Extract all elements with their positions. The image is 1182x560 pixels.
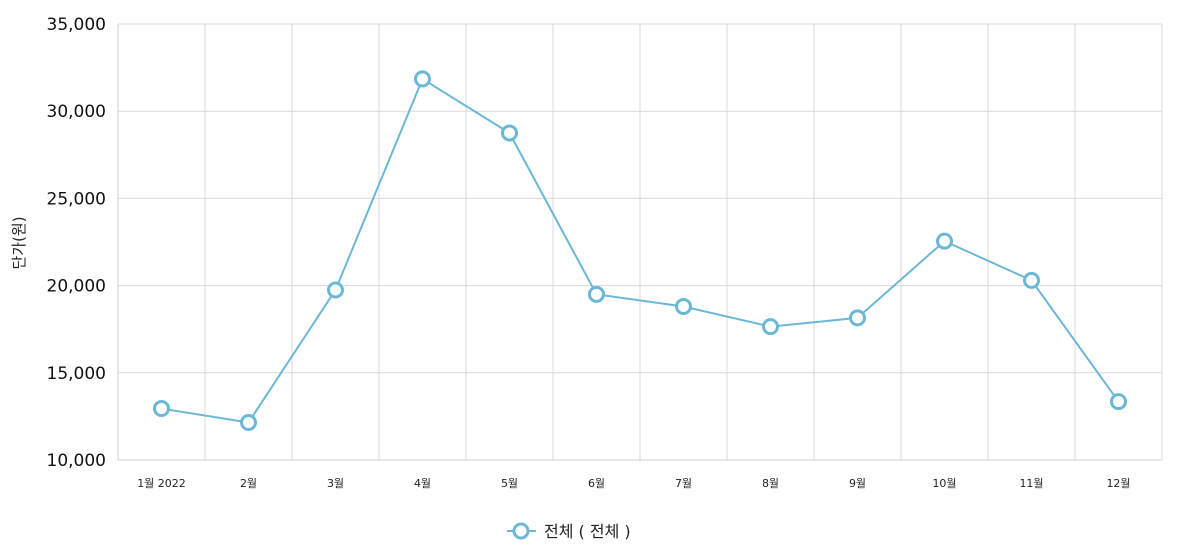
data-point[interactable]: 1월 2022: 12950 xyxy=(153,400,170,418)
x-tick-label: 7월 xyxy=(675,477,692,490)
x-tick-label: 11월 xyxy=(1019,477,1043,490)
axes: 10,000 15,000 20,000 25,000 30,000 35,000 1월 2… xyxy=(47,15,1162,490)
y-tick-label: 35,000 xyxy=(47,15,106,35)
data-point[interactable]: 3월: 19750 xyxy=(327,281,344,299)
legend-label: 전체 ( 전체 ) xyxy=(544,522,631,541)
series-layer: 1월 2022: 12950 2월: 12150 3월: 19750 4월: 3185… xyxy=(153,70,1127,432)
x-tick-label: 2월 xyxy=(240,477,257,490)
series-line xyxy=(161,77,1120,424)
x-tick-label: 1월 2022 xyxy=(137,477,186,490)
x-tick-label: 3월 xyxy=(327,477,344,490)
x-tick-label: 12월 xyxy=(1106,477,1130,490)
y-tick-label: 30,000 xyxy=(47,102,106,122)
data-point[interactable]: 8월: 17650 xyxy=(762,318,779,336)
data-point[interactable]: 6월: 19500 xyxy=(588,285,605,303)
data-point[interactable]: 9월: 18150 xyxy=(849,309,866,327)
data-point[interactable]: 5월: 28750 xyxy=(501,124,518,142)
y-axis-label: 단가(원) xyxy=(10,216,28,269)
data-point[interactable]: 2월: 12150 xyxy=(240,414,257,432)
data-point[interactable]: 12월: 13350 xyxy=(1110,393,1127,411)
y-tick-label: 20,000 xyxy=(47,277,106,297)
legend[interactable]: 전체 ( 전체 ) xyxy=(507,522,631,541)
y-tick-label: 10,000 xyxy=(47,451,106,471)
x-tick-label: 4월 xyxy=(414,477,431,490)
grid xyxy=(117,23,1163,461)
y-tick-label: 25,000 xyxy=(47,189,106,209)
data-point[interactable]: 10월: 22550 xyxy=(936,232,953,250)
x-tick-label: 9월 xyxy=(849,477,866,490)
y-tick-label: 15,000 xyxy=(47,364,106,384)
x-tick-label: 6월 xyxy=(588,477,605,490)
data-point[interactable]: 11월: 20300 xyxy=(1023,271,1040,289)
x-tick-label: 8월 xyxy=(762,477,779,490)
legend-marker-swatch xyxy=(512,522,530,540)
data-point[interactable]: 4월: 31850 xyxy=(414,70,431,88)
x-tick-label: 10월 xyxy=(932,477,956,490)
data-point[interactable]: 7월: 18800 xyxy=(675,298,692,316)
x-tick-label: 5월 xyxy=(501,477,518,490)
